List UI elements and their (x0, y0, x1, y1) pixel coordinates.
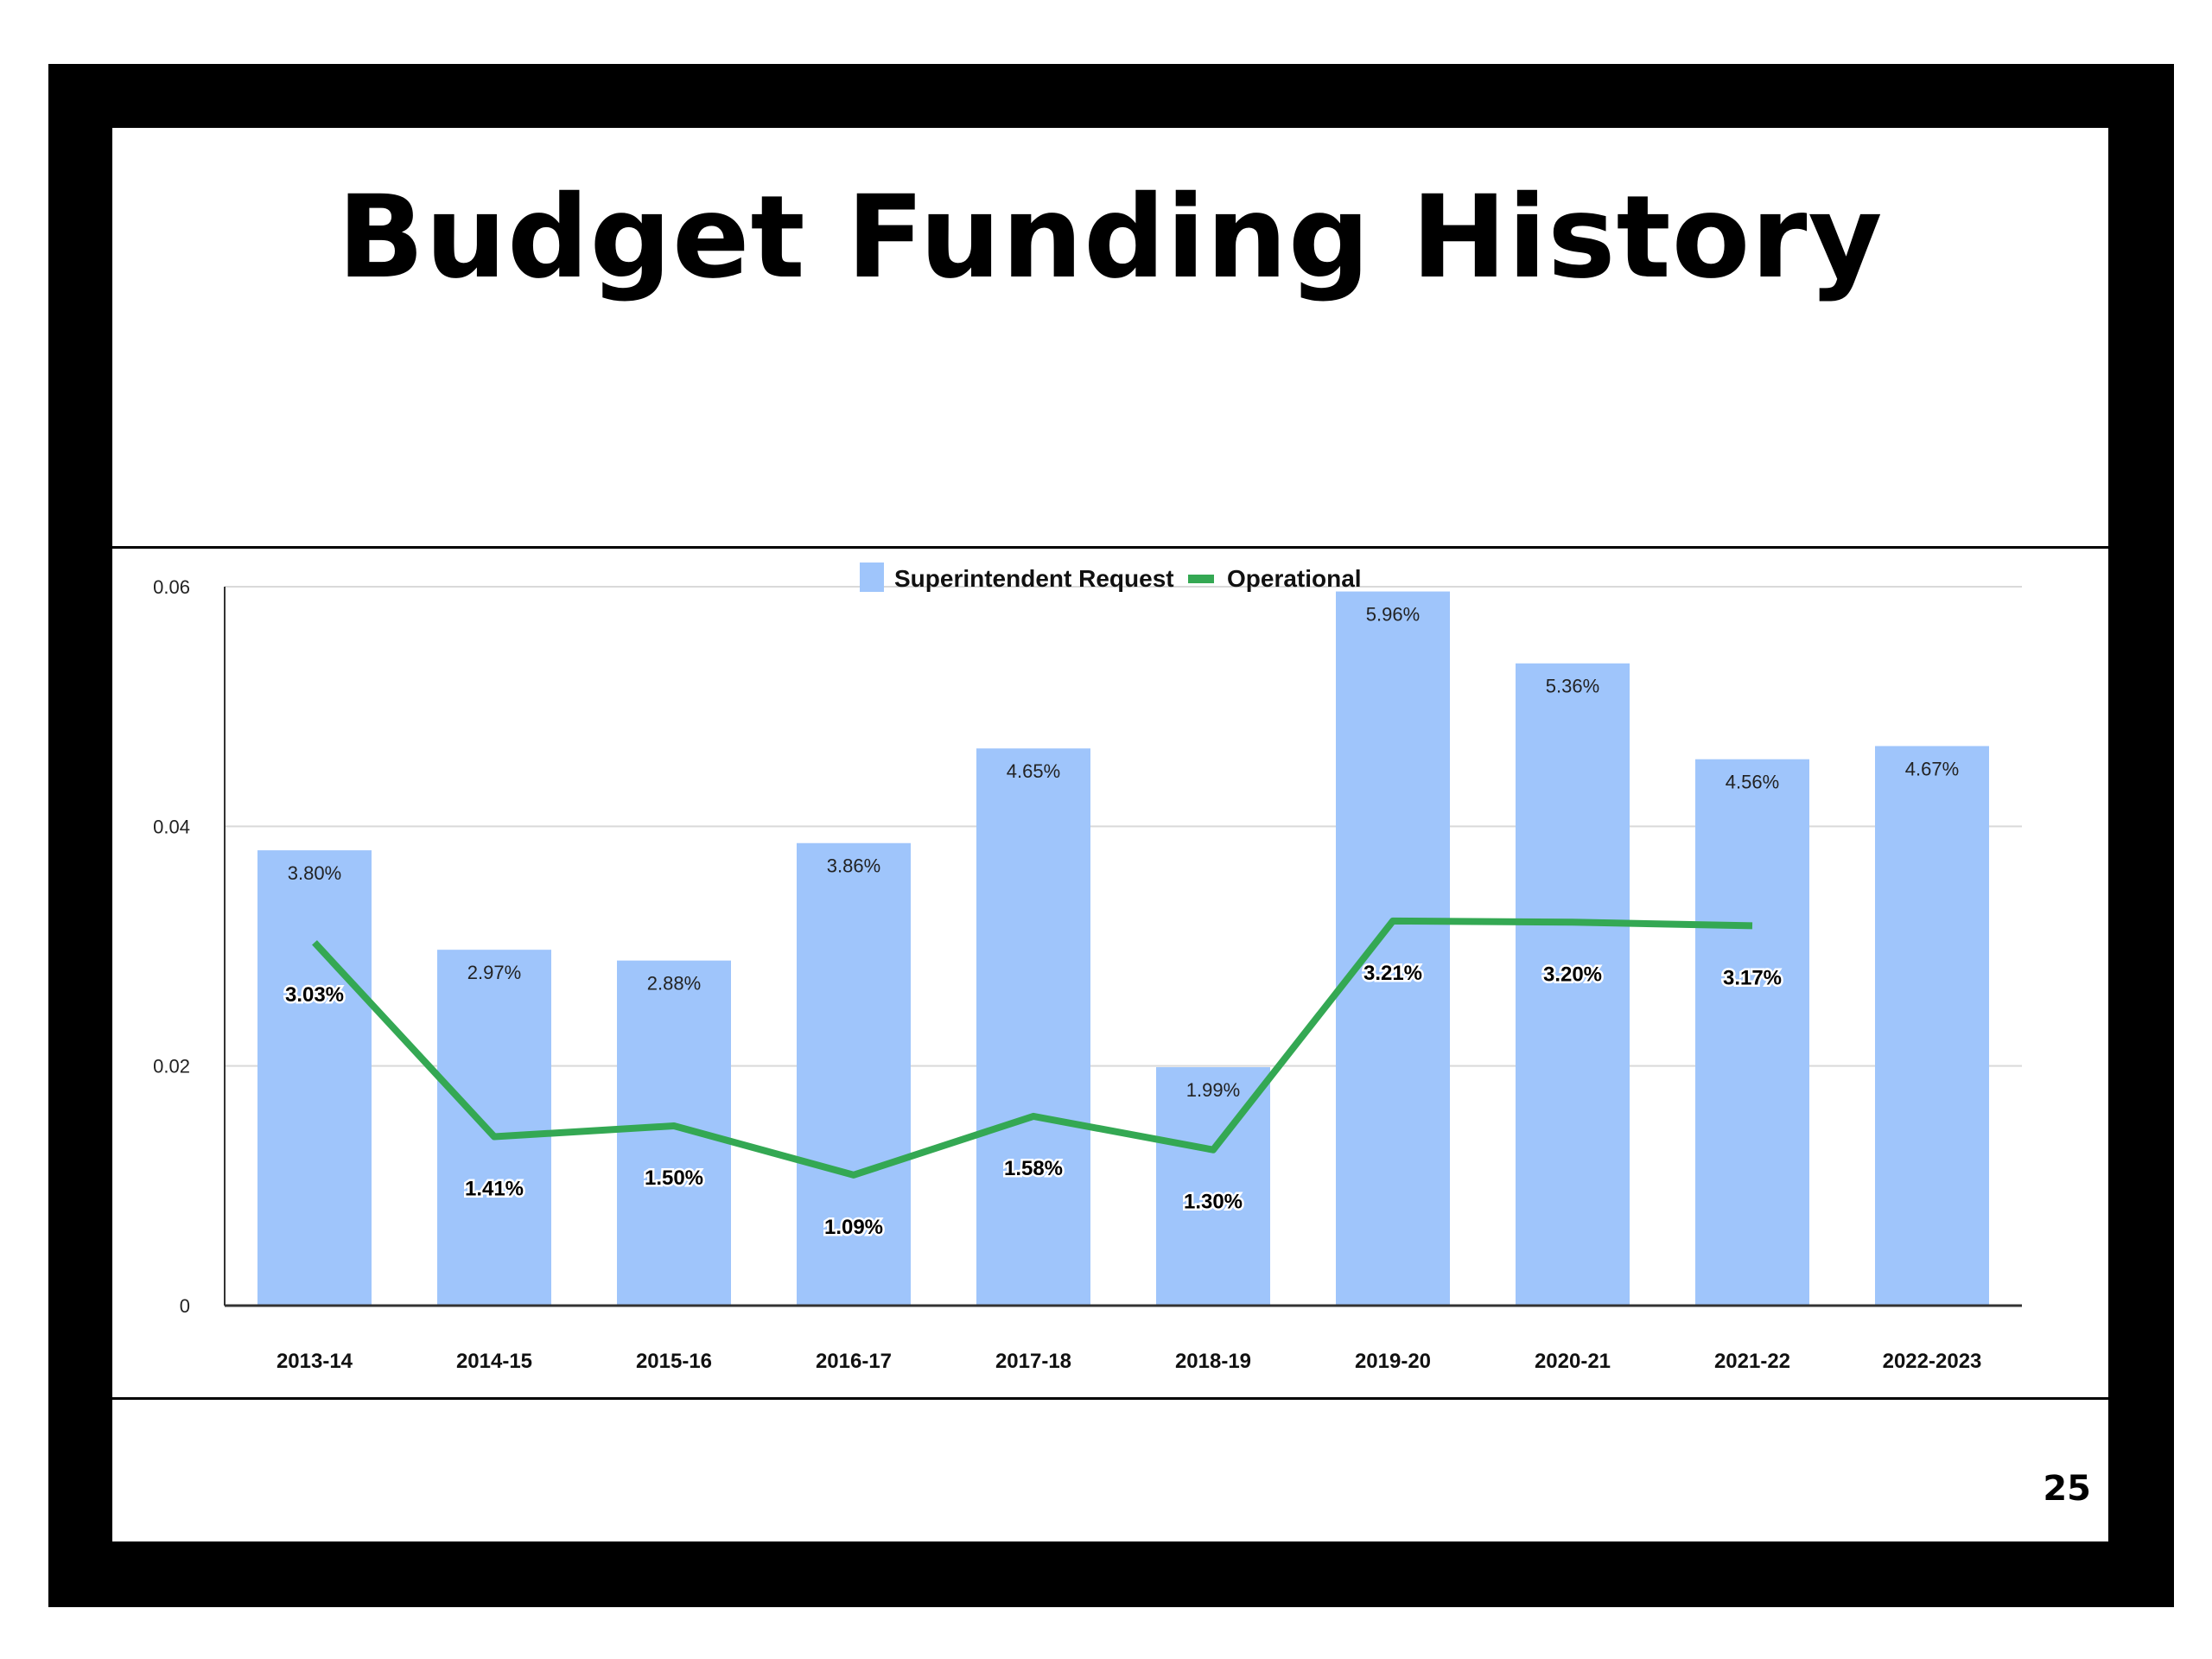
line-value-label: 1.58% (1004, 1157, 1063, 1180)
bar-value-label: 4.65% (1007, 760, 1060, 782)
x-tick-label: 2022-2023 (1883, 1350, 1982, 1373)
line-value-label: 3.03% (285, 983, 344, 1007)
x-tick-label: 2020-21 (1535, 1350, 1611, 1373)
bar (976, 748, 1090, 1306)
bar-value-label: 3.86% (827, 855, 880, 877)
legend-swatch-bar (860, 563, 884, 592)
bar (1516, 663, 1630, 1306)
y-tick-label: 0.04 (153, 816, 190, 837)
x-tick-label: 2016-17 (816, 1350, 892, 1373)
bar-value-label: 2.88% (647, 973, 701, 995)
bar (617, 960, 731, 1306)
line-value-label: 1.09% (824, 1216, 883, 1239)
x-tick-label: 2018-19 (1175, 1350, 1251, 1373)
x-tick-label: 2021-22 (1714, 1350, 1790, 1373)
x-tick-label: 2013-14 (276, 1350, 353, 1373)
bar-value-label: 3.80% (288, 862, 341, 884)
bar-value-label: 4.56% (1726, 772, 1779, 793)
x-tick-label: 2014-15 (456, 1350, 532, 1373)
bar-value-label: 1.99% (1186, 1079, 1240, 1101)
page-number: 25 (2043, 1469, 2091, 1509)
legend-label: Superintendent Request (894, 565, 1174, 592)
legend-swatch-line (1188, 575, 1214, 583)
bar (1875, 746, 1989, 1306)
line-value-label: 1.41% (465, 1177, 524, 1200)
budget-chart: 0 0.02 0.04 0.06 3.80% 2.97% 2.88% 3.86% 4.65% 1.… (153, 563, 2022, 1373)
slide-title: Budget Funding History (337, 171, 1884, 304)
y-tick-label: 0.06 (153, 576, 190, 598)
bar (797, 842, 911, 1306)
x-tick-label: 2017-18 (995, 1350, 1071, 1373)
bar-value-label: 5.36% (1546, 676, 1599, 697)
y-tick-label: 0.02 (153, 1056, 190, 1077)
y-tick-label: 0 (180, 1295, 190, 1317)
bar (1695, 759, 1809, 1306)
bar (257, 850, 372, 1306)
bar-value-label: 2.97% (467, 962, 521, 983)
slide: Budget Funding History 0 0.02 0.04 0.06 3.80… (112, 128, 2108, 1541)
chart-container: 0 0.02 0.04 0.06 3.80% 2.97% 2.88% 3.86% 4.65% 1.… (112, 546, 2108, 1400)
legend-label: Operational (1227, 565, 1362, 592)
line-value-label: 1.50% (645, 1166, 703, 1190)
x-tick-label: 2015-16 (636, 1350, 712, 1373)
x-tick-label: 2019-20 (1355, 1350, 1431, 1373)
line-value-label: 3.21% (1363, 962, 1422, 985)
line-value-label: 3.20% (1543, 963, 1602, 986)
line-value-label: 3.17% (1723, 966, 1782, 989)
bar (1336, 591, 1450, 1306)
line-value-label: 1.30% (1184, 1191, 1243, 1214)
bar-value-label: 5.96% (1366, 604, 1420, 626)
bar-value-label: 4.67% (1905, 758, 1959, 779)
bar (437, 950, 551, 1306)
